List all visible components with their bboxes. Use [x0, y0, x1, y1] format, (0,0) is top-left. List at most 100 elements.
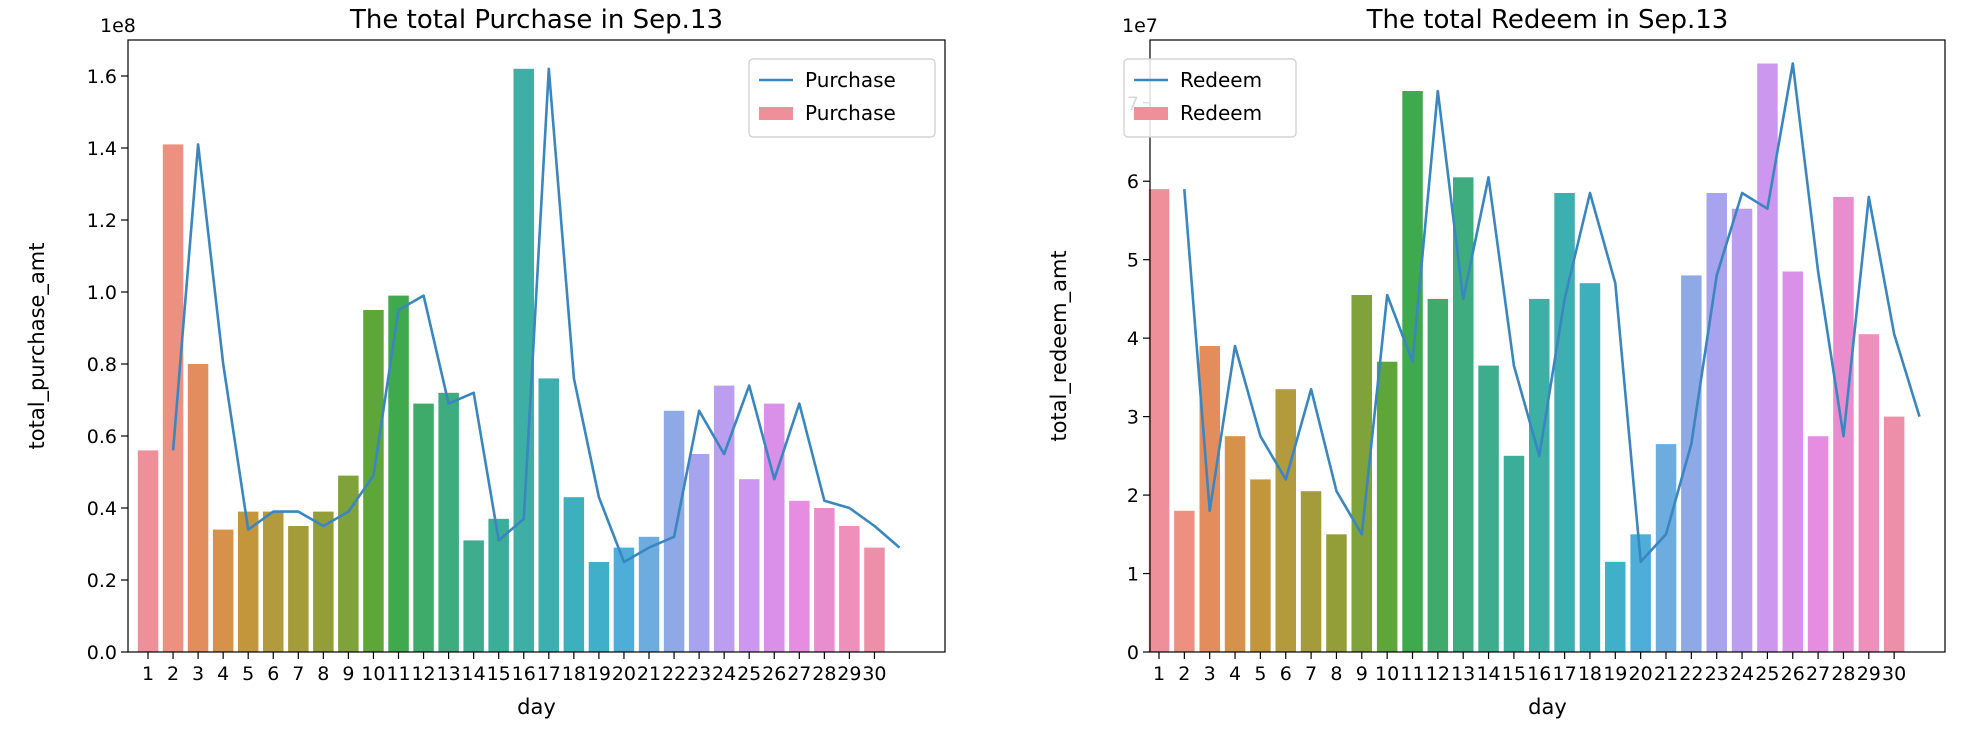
y-tick-label: 5 [1127, 250, 1139, 272]
y-tick-label: 1.6 [87, 66, 117, 88]
x-tick-label: 6 [1280, 663, 1292, 685]
x-tick-label: 15 [1502, 663, 1526, 685]
bar-day-8 [1326, 534, 1347, 652]
x-tick-label: 8 [1330, 663, 1342, 685]
x-tick-label: 1 [142, 663, 154, 685]
x-tick-label: 1 [1153, 663, 1165, 685]
x-tick-label: 5 [1254, 663, 1266, 685]
x-tick-label: 26 [762, 663, 786, 685]
series-line-redeem [1183, 62, 1921, 564]
bar-day-18 [1579, 283, 1601, 652]
x-tick-label: 27 [1806, 663, 1830, 685]
chart-title: The total Purchase in Sep.13 [349, 5, 723, 35]
x-tick-label: 20 [612, 663, 636, 685]
x-tick-label: 23 [687, 663, 711, 685]
plot-frame [1149, 39, 1946, 653]
bar-day-16 [513, 68, 534, 653]
axis-scale-label: 1e8 [100, 15, 136, 37]
bar-day-16 [1529, 298, 1550, 652]
bar-day-19 [588, 562, 610, 652]
bar-day-4 [212, 529, 234, 652]
bar-day-26 [764, 403, 785, 652]
bar-day-2 [162, 144, 184, 652]
legend-bar-swatch [759, 107, 793, 120]
y-axis-label: total_purchase_amt [25, 243, 50, 450]
bar-day-13 [1453, 177, 1474, 653]
chart-title: The total Redeem in Sep.13 [1366, 5, 1729, 35]
x-tick-label: 12 [411, 663, 435, 685]
y-tick-label: 0 [1127, 642, 1139, 664]
bar-day-23 [688, 454, 710, 652]
bar-day-21 [638, 536, 660, 652]
bar-day-6 [1275, 389, 1296, 652]
x-tick-label: 16 [512, 663, 536, 685]
x-tick-label: 14 [1476, 663, 1500, 685]
bar-day-8 [313, 511, 334, 652]
bar-day-24 [713, 385, 735, 652]
bar-day-25 [1757, 63, 1778, 652]
x-tick-label: 3 [192, 663, 204, 685]
bar-day-12 [1427, 298, 1449, 652]
bar-day-1 [137, 450, 159, 652]
bar-day-27 [789, 500, 810, 652]
bar-day-28 [814, 508, 835, 652]
x-tick-label: 6 [267, 663, 279, 685]
bar-day-2 [1174, 510, 1195, 652]
x-tick-label: 27 [787, 663, 811, 685]
x-tick-label: 26 [1781, 663, 1805, 685]
x-tick-label: 2 [167, 663, 179, 685]
x-tick-label: 15 [487, 663, 511, 685]
x-tick-label: 11 [1400, 663, 1424, 685]
bar-day-10 [363, 310, 384, 652]
bar-day-7 [288, 526, 309, 652]
bar-day-14 [1478, 365, 1499, 652]
y-tick-label: 0.6 [87, 426, 117, 448]
x-tick-label: 21 [1654, 663, 1678, 685]
x-tick-label: 13 [1451, 663, 1475, 685]
bar-day-26 [1782, 271, 1803, 652]
x-tick-label: 25 [737, 663, 761, 685]
bar-day-14 [463, 540, 484, 652]
x-axis-label: day [1528, 695, 1567, 719]
x-tick-label: 17 [537, 663, 561, 685]
bar-day-3 [187, 364, 209, 652]
bar-day-29 [839, 526, 860, 652]
bar-day-15 [1503, 455, 1525, 652]
x-axis-label: day [517, 695, 556, 719]
x-tick-label: 18 [1578, 663, 1602, 685]
legend-entry-line: Purchase [805, 68, 896, 92]
x-tick-label: 25 [1755, 663, 1779, 685]
y-tick-label: 1.4 [87, 138, 117, 160]
x-tick-label: 7 [292, 663, 304, 685]
bar-day-22 [1681, 275, 1702, 652]
y-tick-label: 0.0 [87, 642, 117, 664]
x-tick-label: 13 [437, 663, 461, 685]
bar-day-12 [413, 403, 434, 652]
y-tick-label: 0.2 [87, 570, 117, 592]
bar-day-30 [864, 547, 885, 652]
y-tick-label: 4 [1127, 328, 1139, 350]
x-tick-label: 29 [837, 663, 861, 685]
bar-day-30 [1883, 416, 1905, 652]
x-tick-label: 9 [342, 663, 354, 685]
x-tick-label: 20 [1629, 663, 1653, 685]
x-tick-label: 8 [317, 663, 329, 685]
bar-day-29 [1858, 334, 1880, 652]
y-tick-label: 1.2 [87, 210, 117, 232]
y-axis-label: total_redeem_amt [1047, 250, 1072, 441]
x-tick-label: 23 [1705, 663, 1729, 685]
y-tick-label: 2 [1127, 485, 1139, 507]
x-tick-label: 5 [242, 663, 254, 685]
x-tick-label: 19 [587, 663, 611, 685]
bar-day-25 [739, 479, 760, 652]
bar-day-1 [1148, 189, 1170, 652]
bar-day-19 [1605, 561, 1626, 652]
y-tick-label: 1 [1127, 564, 1139, 586]
x-tick-label: 7 [1305, 663, 1317, 685]
x-tick-label: 22 [662, 663, 686, 685]
x-tick-label: 17 [1553, 663, 1577, 685]
bar-day-23 [1706, 193, 1727, 652]
bar-day-18 [563, 497, 585, 652]
x-tick-label: 2 [1178, 663, 1190, 685]
